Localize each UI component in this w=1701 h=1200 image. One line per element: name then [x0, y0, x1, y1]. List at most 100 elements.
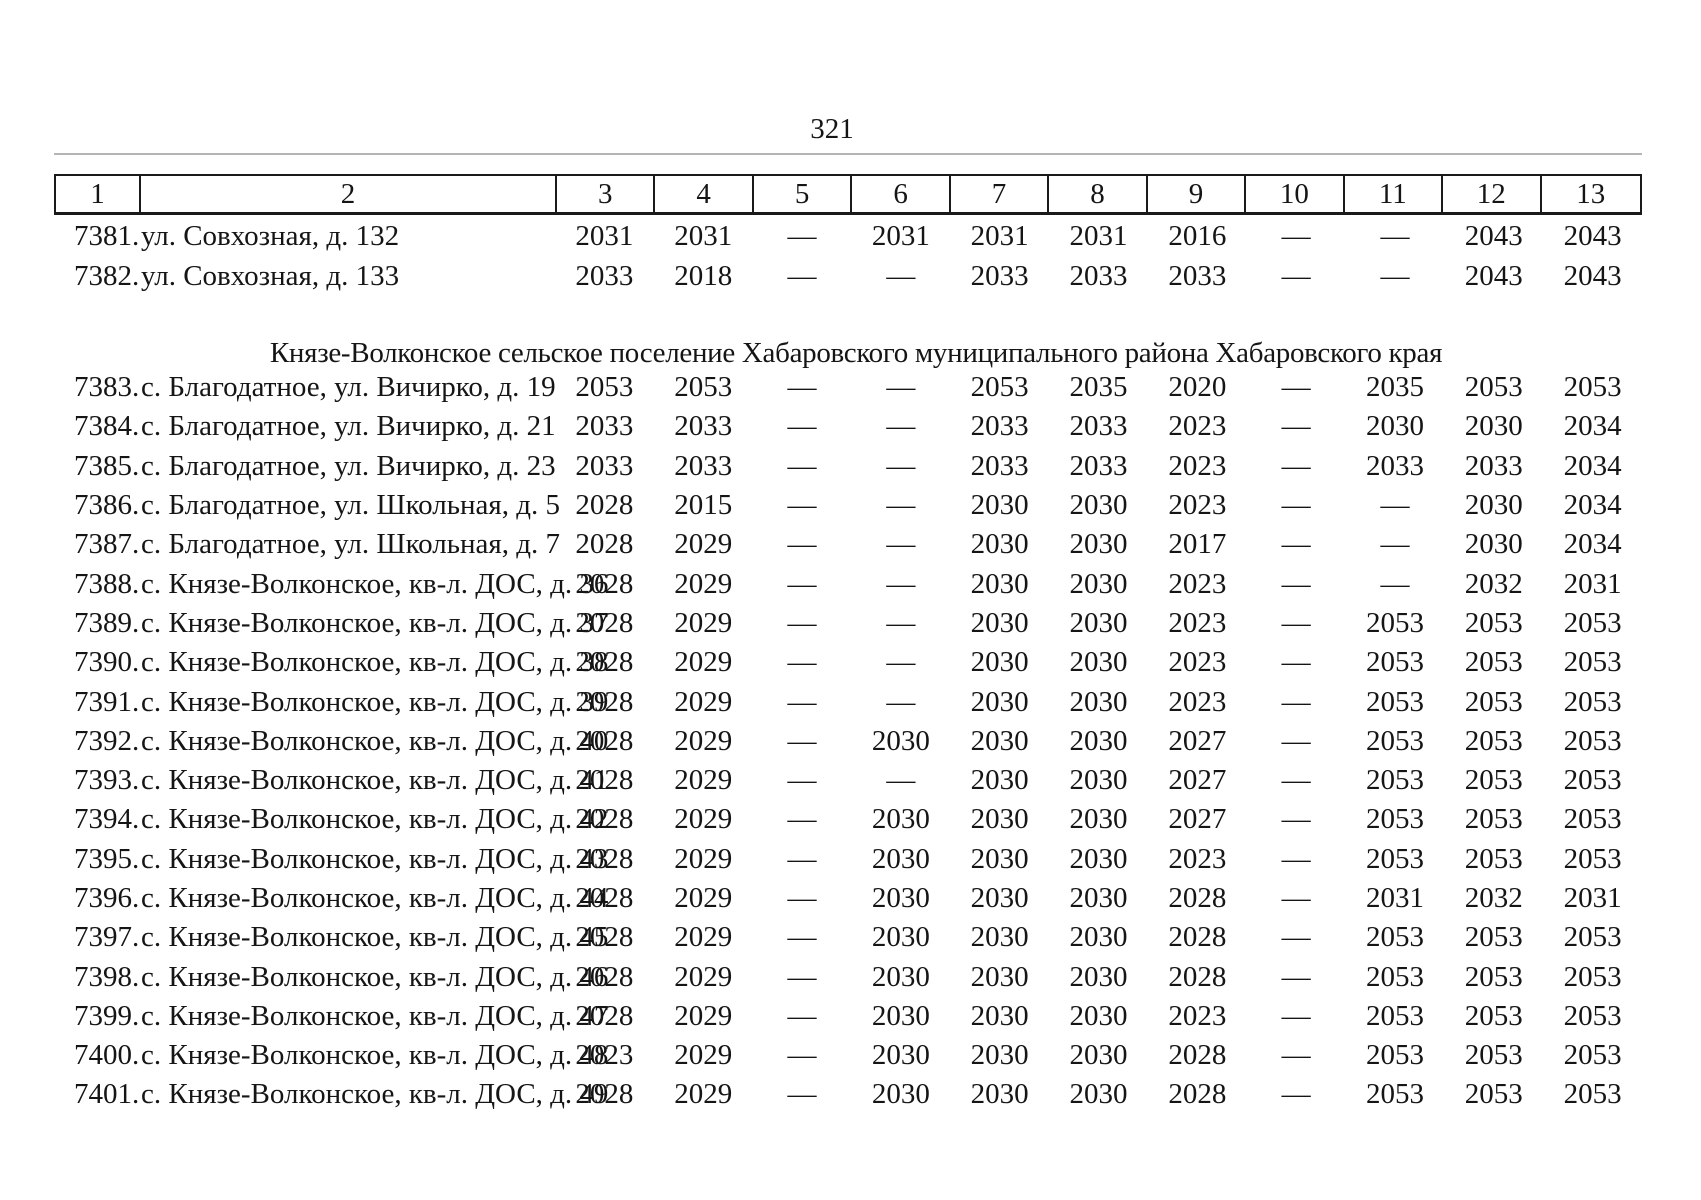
year-value-cell: 2027: [1168, 764, 1227, 797]
year-value-cell: —: [1281, 606, 1311, 639]
year-value-cell: 2030: [871, 921, 930, 954]
year-value-cell: 2023: [1168, 567, 1227, 600]
year-value-cell: 2053: [1464, 646, 1523, 679]
row-number-cell: 7392.: [74, 724, 140, 757]
row-number-cell: 7389.: [74, 606, 140, 639]
year-value-cell: 2030: [1069, 999, 1128, 1032]
year-value-cell: 2033: [1069, 259, 1128, 292]
year-value-cell: —: [886, 489, 916, 522]
year-value-cell: 2030: [970, 1078, 1029, 1111]
year-value-cell: 2023: [1168, 685, 1227, 718]
year-value-cell: —: [1281, 219, 1311, 252]
year-value-cell: —: [787, 606, 817, 639]
year-value-cell: 2031: [970, 219, 1029, 252]
table-header-row: 1 2 3 4 5 6 7 8 9 10 11 12 13: [54, 174, 1642, 215]
year-value-cell: —: [1281, 410, 1311, 443]
year-value-cell: 2043: [1464, 219, 1523, 252]
table-row: 7396. с. Князе-Волконское, кв-л. ДОС, д. …: [54, 879, 1642, 918]
year-value-cell: 2031: [1563, 882, 1622, 914]
year-value-cell: 2029: [674, 999, 733, 1032]
year-value-cell: —: [787, 259, 817, 292]
table-row: 7400. с. Князе-Волконское, кв-л. ДОС, д. …: [54, 1036, 1642, 1075]
year-value-cell: —: [1281, 1078, 1311, 1111]
year-value-cell: 2033: [575, 410, 634, 443]
year-value-cell: 2033: [1168, 259, 1227, 292]
year-value-cell: 2053: [674, 371, 733, 404]
row-number-cell: 7401.: [74, 1078, 140, 1111]
year-value-cell: —: [787, 646, 817, 679]
year-value-cell: 2030: [1069, 685, 1128, 718]
column-header: 8: [1049, 176, 1148, 212]
row-number-cell: 7382.: [74, 259, 140, 292]
year-value-cell: 2034: [1563, 489, 1622, 522]
row-number-cell: 7396.: [74, 882, 140, 914]
row-number-cell: 7387.: [74, 528, 140, 561]
row-number-cell: 7400.: [74, 1039, 140, 1072]
year-value-cell: —: [1281, 449, 1311, 482]
year-value-cell: 2053: [1365, 999, 1424, 1032]
year-value-cell: 2017: [1168, 528, 1227, 561]
year-value-cell: 2028: [1168, 1078, 1227, 1111]
address-cell: с. Князе-Волконское, кв-л. ДОС, д. 40: [141, 724, 609, 757]
year-value-cell: 2029: [674, 882, 733, 914]
year-value-cell: 2030: [871, 960, 930, 993]
table-row: 7395. с. Князе-Волконское, кв-л. ДОС, д. …: [54, 840, 1642, 879]
year-value-cell: 2029: [674, 1039, 733, 1072]
year-value-cell: 2053: [1563, 803, 1622, 836]
address-cell: с. Князе-Волконское, кв-л. ДОС, д. 42: [141, 803, 609, 836]
year-value-cell: 2030: [871, 1039, 930, 1072]
year-value-cell: 2030: [970, 999, 1029, 1032]
year-value-cell: 2023: [1168, 606, 1227, 639]
year-value-cell: —: [787, 528, 817, 561]
year-value-cell: —: [1281, 567, 1311, 600]
address-cell: с. Князе-Волконское, кв-л. ДОС, д. 44: [141, 882, 609, 914]
year-value-cell: 2053: [1563, 1078, 1622, 1111]
row-number-cell: 7388.: [74, 567, 140, 600]
year-value-cell: —: [1281, 646, 1311, 679]
address-cell: с. Князе-Волконское, кв-л. ДОС, д. 49: [141, 1078, 609, 1111]
year-value-cell: 2030: [1069, 606, 1128, 639]
address-cell: с. Благодатное, ул. Школьная, д. 7: [141, 528, 560, 561]
year-value-cell: 2030: [970, 724, 1029, 757]
year-value-cell: 2028: [575, 1078, 634, 1111]
year-value-cell: 2034: [1563, 528, 1622, 561]
year-value-cell: 2053: [1365, 921, 1424, 954]
year-value-cell: —: [1281, 842, 1311, 875]
year-value-cell: 2032: [1464, 567, 1523, 600]
table-row: 7387. с. Благодатное, ул. Школьная, д. 7 2…: [54, 525, 1642, 564]
year-value-cell: 2030: [970, 960, 1029, 993]
table-row: 7399. с. Князе-Волконское, кв-л. ДОС, д. …: [54, 997, 1642, 1036]
table-row: 7382. ул. Совхозная, д. 133 2033 2018 — — 2033…: [54, 256, 1642, 296]
year-value-cell: —: [1281, 960, 1311, 993]
column-header: 6: [852, 176, 951, 212]
year-value-cell: 2053: [1563, 999, 1622, 1032]
year-value-cell: 2030: [1069, 882, 1128, 914]
year-value-cell: —: [787, 685, 817, 718]
year-value-cell: —: [787, 764, 817, 797]
year-value-cell: —: [1281, 724, 1311, 757]
year-value-cell: —: [886, 646, 916, 679]
year-value-cell: 2053: [970, 371, 1029, 404]
year-value-cell: 2053: [1464, 724, 1523, 757]
year-value-cell: —: [1380, 219, 1410, 252]
address-cell: с. Благодатное, ул. Вичирко, д. 21: [141, 410, 556, 443]
year-value-cell: 2030: [871, 803, 930, 836]
year-value-cell: 2030: [871, 842, 930, 875]
year-value-cell: 2033: [970, 259, 1029, 292]
year-value-cell: 2053: [1365, 1039, 1424, 1072]
year-value-cell: 2029: [674, 606, 733, 639]
year-value-cell: 2028: [1168, 882, 1227, 914]
table-row: 7388. с. Князе-Волконское, кв-л. ДОС, д. …: [54, 564, 1642, 603]
year-value-cell: 2028: [1168, 1039, 1227, 1072]
year-value-cell: 2030: [1069, 764, 1128, 797]
table-row: 7384. с. Благодатное, ул. Вичирко, д. 21 2…: [54, 407, 1642, 446]
year-value-cell: 2028: [575, 921, 634, 954]
row-number-cell: 7395.: [74, 842, 140, 875]
year-value-cell: —: [1380, 567, 1410, 600]
year-value-cell: —: [1281, 259, 1311, 292]
year-value-cell: 2023: [575, 1039, 634, 1072]
year-value-cell: —: [787, 842, 817, 875]
year-value-cell: 2030: [1069, 1039, 1128, 1072]
year-value-cell: —: [886, 685, 916, 718]
